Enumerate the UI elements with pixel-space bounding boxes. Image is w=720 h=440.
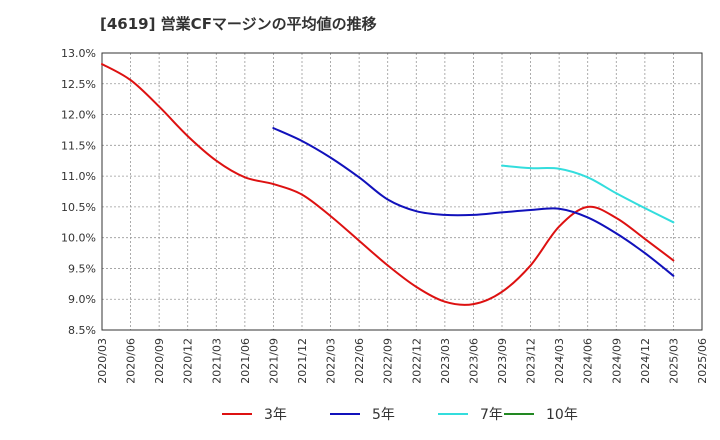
y-tick-label: 13.0% <box>61 47 96 60</box>
x-tick-label: 2022/09 <box>382 338 395 384</box>
x-tick-label: 2020/12 <box>182 338 195 384</box>
series-lines <box>101 63 675 306</box>
x-tick-label: 2022/12 <box>410 338 423 384</box>
y-tick-label: 10.5% <box>61 201 96 214</box>
legend-label: 3年 <box>264 407 287 423</box>
y-tick-label: 10.0% <box>61 232 96 245</box>
legend-label: 7年 <box>480 407 503 423</box>
legend-label: 5年 <box>372 407 395 423</box>
x-tick-label: 2020/09 <box>153 338 166 384</box>
x-tick-label: 2023/09 <box>496 338 509 384</box>
axes: 13.0% 12.5% 12.0% 11.5% 11.0% 10.5% 10.0% 9.5% 9… <box>61 47 709 384</box>
x-tick-label: 2024/09 <box>610 338 623 384</box>
x-tick-label: 2023/12 <box>525 338 538 384</box>
plot-area-border <box>101 52 703 331</box>
series-line-2 <box>272 127 675 277</box>
x-tick-label: 2024/06 <box>582 338 595 384</box>
chart-title: [4619] 営業CFマージンの平均値の推移 <box>100 15 377 33</box>
x-tick-label: 2022/06 <box>353 338 366 384</box>
x-tick-label: 2020/03 <box>96 338 109 384</box>
y-tick-label: 12.5% <box>61 78 96 91</box>
x-tick-label: 2022/03 <box>325 338 338 384</box>
series-line-3 <box>501 164 675 224</box>
x-tick-label: 2025/06 <box>696 338 709 384</box>
y-tick-label: 12.0% <box>61 109 96 122</box>
y-tick-label: 9.0% <box>68 293 96 306</box>
x-tick-label: 2024/03 <box>553 338 566 384</box>
legend-label: 10年 <box>546 407 578 423</box>
x-tick-label: 2023/03 <box>439 338 452 384</box>
x-tick-label: 2025/03 <box>667 338 680 384</box>
y-tick-label: 11.5% <box>61 139 96 152</box>
y-tick-label: 11.0% <box>61 170 96 183</box>
y-tick-label: 8.5% <box>68 324 96 337</box>
x-tick-label: 2023/06 <box>467 338 480 384</box>
x-tick-label: 2021/03 <box>210 338 223 384</box>
x-tick-label: 2021/06 <box>239 338 252 384</box>
series-line-1 <box>101 63 675 306</box>
x-tick-label: 2021/12 <box>296 338 309 384</box>
x-tick-label: 2021/09 <box>267 338 280 384</box>
legend: 3年 5年 7年 10年 <box>222 407 578 423</box>
x-tick-label: 2020/06 <box>125 338 138 384</box>
x-tick-label: 2024/12 <box>639 338 652 384</box>
y-tick-label: 9.5% <box>68 262 96 275</box>
